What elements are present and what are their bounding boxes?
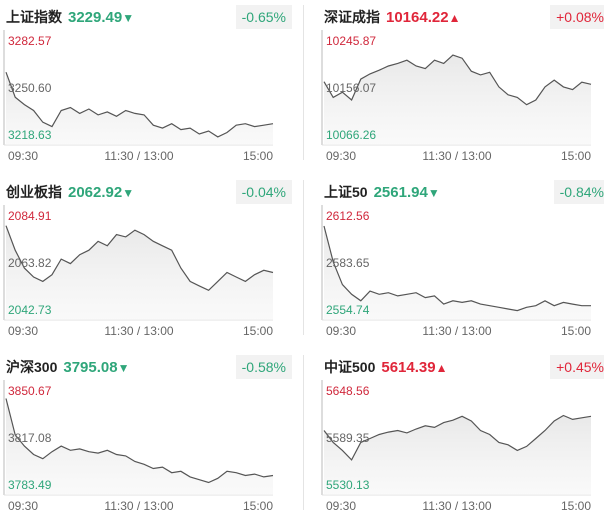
y-tick-label: 2084.91	[8, 209, 52, 223]
change-badge: -0.65%	[235, 5, 292, 29]
index-panel: 中证500 5614.39▲ +0.45% 5530.13 5589.35 5648.56…	[320, 350, 604, 520]
y-tick-label: 2042.73	[8, 303, 52, 317]
divider	[303, 5, 304, 160]
x-tick-label: 11:30 / 13:00	[104, 324, 173, 338]
index-name: 中证500	[324, 359, 376, 375]
y-tick-label: 5589.35	[326, 431, 370, 445]
direction-arrow: ▲	[448, 11, 461, 25]
mini-chart: 3218.63 3250.60 3282.57 09:30 11:30 / 13:00 1…	[3, 30, 274, 163]
area	[324, 415, 591, 495]
change-badge: +0.45%	[550, 355, 604, 379]
direction-arrow: ▼	[427, 186, 440, 200]
y-tick-label: 3218.63	[8, 128, 52, 142]
y-tick-label: 5648.56	[326, 384, 370, 398]
x-tick-label: 11:30 / 13:00	[422, 149, 491, 163]
panel-header: 上证指数 3229.49▼	[6, 5, 134, 29]
x-tick-label: 09:30	[326, 324, 356, 338]
y-tick-label: 5530.13	[326, 478, 370, 492]
y-tick-label: 2554.74	[326, 303, 370, 317]
index-price: 2561.94	[373, 184, 428, 201]
price-line	[323, 54, 592, 106]
x-tick-label: 15:00	[561, 324, 591, 338]
x-tick-label: 09:30	[8, 499, 38, 513]
index-name: 创业板指	[6, 184, 62, 200]
price-line	[5, 398, 274, 484]
mini-chart: 5530.13 5589.35 5648.56 09:30 11:30 / 13:00 1…	[321, 380, 592, 513]
x-tick-label: 15:00	[561, 149, 591, 163]
price-line	[5, 225, 274, 292]
change-badge: -0.58%	[235, 355, 292, 379]
index-panel: 上证指数 3229.49▼ -0.65% 3218.63 3250.60 3282.57 0…	[2, 0, 292, 170]
index-panel: 上证50 2561.94▼ -0.84% 2554.74 2583.65 2612.56 0…	[320, 175, 604, 345]
index-name: 上证50	[324, 184, 368, 200]
index-panel: 沪深300 3795.08▼ -0.58% 3783.49 3817.08 3850.67…	[2, 350, 292, 520]
divider	[303, 180, 304, 335]
y-tick-label: 3817.08	[8, 431, 52, 445]
direction-arrow: ▼	[122, 186, 135, 200]
index-name: 沪深300	[6, 359, 58, 375]
x-tick-label: 15:00	[243, 149, 273, 163]
y-tick-label: 10066.26	[326, 128, 376, 142]
x-tick-label: 09:30	[8, 149, 38, 163]
panel-header: 沪深300 3795.08▼	[6, 355, 129, 379]
index-price: 2062.92	[68, 184, 123, 201]
index-panel: 创业板指 2062.92▼ -0.04% 2042.73 2063.82 2084.91 0…	[2, 175, 292, 345]
x-tick-label: 09:30	[326, 149, 356, 163]
direction-arrow: ▲	[435, 361, 448, 375]
mini-chart: 2042.73 2063.82 2084.91 09:30 11:30 / 13:00 1…	[3, 205, 274, 338]
y-tick-label: 10156.07	[326, 81, 376, 95]
panel-header: 深证成指 10164.22▲	[324, 5, 460, 29]
index-price: 5614.39	[381, 359, 436, 376]
mini-chart: 3783.49 3817.08 3850.67 09:30 11:30 / 13:00 1…	[3, 380, 274, 513]
index-name: 深证成指	[324, 9, 380, 25]
x-tick-label: 11:30 / 13:00	[422, 324, 491, 338]
change-badge: -0.84%	[553, 180, 604, 204]
direction-arrow: ▼	[117, 361, 130, 375]
y-tick-label: 10245.87	[326, 34, 376, 48]
x-tick-label: 15:00	[243, 499, 273, 513]
area	[6, 72, 273, 145]
panel-header: 上证50 2561.94▼	[324, 180, 440, 204]
index-price: 3229.49	[68, 9, 123, 26]
panel-header: 中证500 5614.39▲	[324, 355, 447, 379]
x-tick-label: 11:30 / 13:00	[104, 499, 173, 513]
index-panel: 深证成指 10164.22▲ +0.08% 10066.26 10156.07 10245…	[320, 0, 604, 170]
y-tick-label: 3282.57	[8, 34, 52, 48]
direction-arrow: ▼	[122, 11, 135, 25]
x-tick-label: 09:30	[8, 324, 38, 338]
y-tick-label: 2612.56	[326, 209, 370, 223]
price-line	[323, 414, 592, 461]
mini-chart: 2554.74 2583.65 2612.56 09:30 11:30 / 13:00 1…	[321, 205, 591, 338]
change-badge: +0.08%	[550, 5, 604, 29]
index-price: 10164.22	[386, 9, 449, 26]
x-tick-label: 15:00	[561, 499, 591, 513]
price-line	[323, 225, 591, 312]
y-tick-label: 2583.65	[326, 256, 370, 270]
index-price: 3795.08	[63, 359, 118, 376]
y-tick-label: 2063.82	[8, 256, 52, 270]
y-tick-label: 3783.49	[8, 478, 52, 492]
area	[6, 398, 273, 495]
y-tick-label: 3250.60	[8, 81, 52, 95]
panel-header: 创业板指 2062.92▼	[6, 180, 134, 204]
divider	[303, 355, 304, 510]
area	[324, 55, 591, 145]
area	[6, 225, 273, 320]
x-tick-label: 09:30	[326, 499, 356, 513]
x-tick-label: 11:30 / 13:00	[104, 149, 173, 163]
change-badge: -0.04%	[235, 180, 292, 204]
y-tick-label: 3850.67	[8, 384, 52, 398]
area	[324, 226, 591, 320]
mini-chart: 10066.26 10156.07 10245.87 09:30 11:30 / 13:…	[321, 30, 592, 163]
price-line	[5, 71, 274, 138]
x-tick-label: 11:30 / 13:00	[422, 499, 491, 513]
index-name: 上证指数	[6, 9, 62, 25]
x-tick-label: 15:00	[243, 324, 273, 338]
